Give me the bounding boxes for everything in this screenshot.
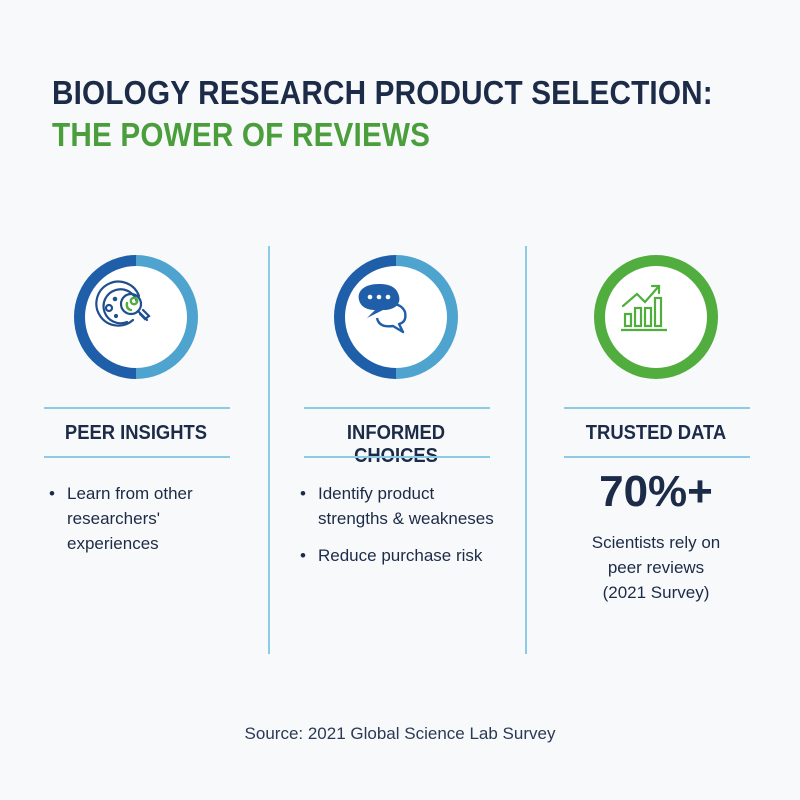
heading-rule-top [44,407,230,409]
heading-rule-bottom [564,456,750,458]
icon-ring [594,255,718,379]
heading-rule-top [564,407,750,409]
column-heading: TRUSTED DATA [585,422,727,444]
icon-ring [74,255,198,379]
source-caption: Source: 2021 Global Science Lab Survey [244,724,556,743]
heading-rule-bottom [44,456,230,458]
heading-rule-top [304,407,490,409]
bullet-item: Reduce purchase risk [300,543,496,568]
stat-line: peer reviews [607,558,705,577]
page-title: BIOLOGY RESEARCH PRODUCT SELECTION: THE … [52,72,713,156]
stat-description: Scientists rely on peer reviews (2021 Su… [556,530,756,605]
microscope-petri-dish-icon [95,280,151,327]
column-heading: PEER INSIGHTS [64,422,208,444]
bullet-item: Identify product strengths & weakneses [300,481,496,531]
bullet-item: Learn from other researchers' experience… [49,481,234,556]
title-line-1: BIOLOGY RESEARCH PRODUCT SELECTION: [52,74,713,111]
bullet-list: Learn from other researchers' experience… [49,481,234,568]
stat-value: 70%+ [599,467,713,516]
column-divider [525,246,527,654]
column-heading: INFORMED CHOICES [346,422,446,467]
column-divider [268,246,270,654]
icon-ring [334,255,458,379]
bullet-list: Identify product strengths & weakneses R… [300,481,496,580]
title-line-2: THE POWER OF REVIEWS [52,116,431,153]
chat-bubbles-icon [358,284,407,334]
heading-rule-bottom [304,456,490,458]
stat-line: Scientists rely on [591,533,721,552]
growth-chart-icon [621,284,667,332]
stat-line: (2021 Survey) [602,583,710,602]
